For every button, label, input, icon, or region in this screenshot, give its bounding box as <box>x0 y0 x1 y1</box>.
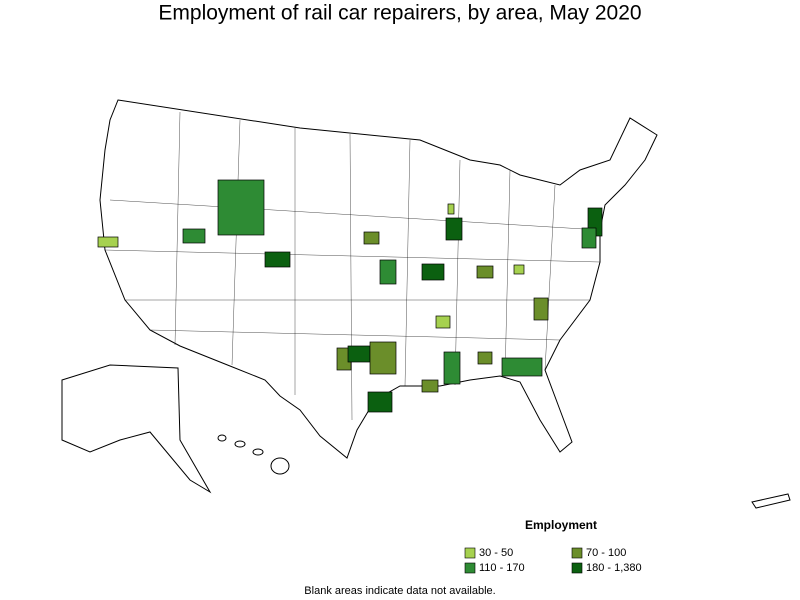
alaska <box>61 364 212 494</box>
map-area <box>264 251 291 268</box>
map-title: Employment of rail car repairers, by are… <box>158 2 641 25</box>
map-area <box>182 228 206 244</box>
map-area <box>97 236 119 248</box>
map-area <box>445 217 463 241</box>
legend-label: 70 - 100 <box>586 547 626 559</box>
legend-label: 30 - 50 <box>479 547 513 559</box>
map <box>61 99 791 509</box>
map-area <box>447 203 455 215</box>
map-area <box>217 179 265 236</box>
map-area <box>435 315 451 329</box>
puerto-rico <box>751 493 791 509</box>
map-area <box>421 379 439 393</box>
map-area <box>347 345 371 363</box>
map-area <box>369 341 397 375</box>
hawaii <box>217 434 290 475</box>
legend-label: 180 - 1,380 <box>586 562 642 574</box>
map-area <box>379 259 397 285</box>
map-area <box>533 297 549 321</box>
legend-swatch <box>464 562 476 574</box>
legend-items: 30 - 50 70 - 100 110 - 170 180 - 1,380 <box>464 547 642 574</box>
map-area <box>477 351 493 365</box>
map-area <box>443 351 461 385</box>
map-area <box>363 231 380 245</box>
footnote: Blank areas indicate data not available. <box>304 585 495 597</box>
legend-swatch <box>571 547 583 559</box>
highlighted-areas <box>97 179 603 413</box>
legend: Employment 30 - 50 70 - 100 110 - 170 180 -… <box>464 518 642 574</box>
map-area <box>476 265 494 279</box>
map-area <box>501 357 543 377</box>
map-area <box>581 227 597 249</box>
map-area <box>513 264 525 275</box>
map-area <box>421 263 445 281</box>
legend-title: Employment <box>525 518 597 532</box>
legend-label: 110 - 170 <box>479 562 525 574</box>
legend-swatch <box>571 562 583 574</box>
legend-swatch <box>464 547 476 559</box>
map-area <box>367 391 393 413</box>
area-boundaries <box>104 111 601 421</box>
